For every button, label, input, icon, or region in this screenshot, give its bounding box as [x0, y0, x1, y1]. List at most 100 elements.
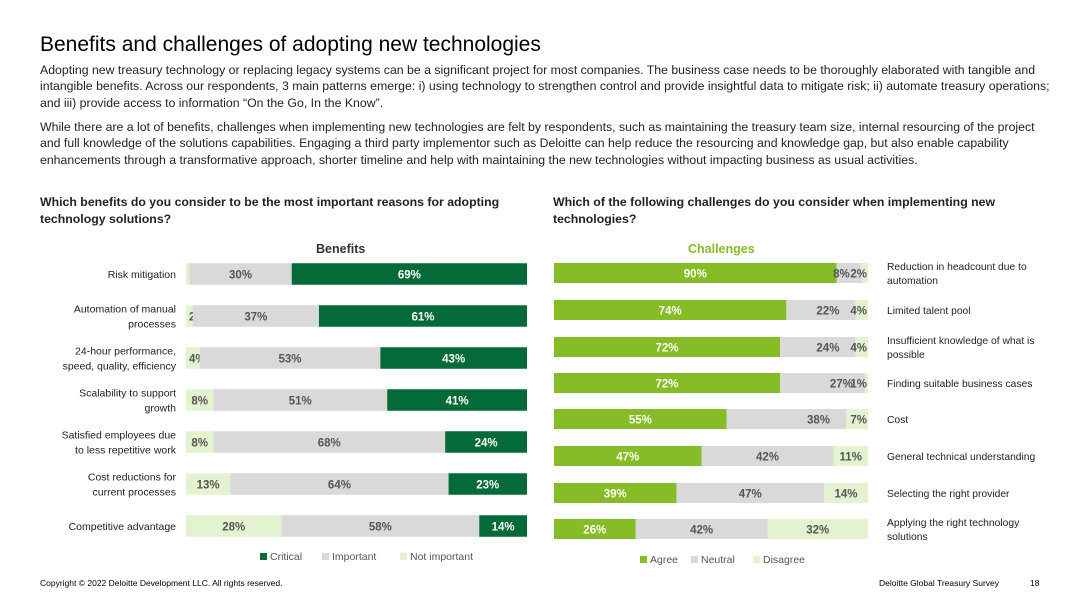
survey-name: Deloitte Global Treasury Survey [879, 578, 999, 588]
challenge-data-label: 4% [850, 306, 867, 318]
benefit-category-label: growth [144, 403, 176, 415]
benefit-bar-segment [192, 305, 319, 327]
challenges-paragraph: While there are a lot of benefits, chall… [40, 120, 1035, 167]
benefit-category-label: Risk mitigation [108, 269, 176, 281]
challenge-data-label: 7% [850, 415, 867, 427]
benefit-bar-segment [189, 263, 292, 285]
challenge-data-label: 90% [684, 269, 707, 281]
benefit-bar-segment [479, 515, 527, 537]
benefit-category-label: processes [128, 319, 176, 331]
benefit-bar-segment [186, 347, 200, 369]
challenge-data-label: 1% [850, 379, 867, 391]
benefit-category-label: Competitive advantage [69, 521, 177, 533]
benefit-category-label: Automation of manual [74, 304, 176, 316]
challenge-data-label: 11% [840, 452, 862, 464]
challenge-bar-segment [780, 373, 865, 393]
challenge-bar-segment [635, 519, 768, 539]
benefit-bar-segment [186, 431, 214, 453]
challenge-bar-segment [864, 373, 868, 393]
benefits-chart-title: Benefits [316, 242, 366, 256]
benefit-data-label: 64% [328, 480, 351, 492]
benefit-bar-segment [445, 431, 527, 453]
challenge-bar-segment [855, 337, 868, 357]
challenge-data-label: 42% [756, 452, 779, 464]
challenge-data-label: 4% [850, 343, 867, 355]
benefit-data-label: 51% [289, 396, 312, 408]
benefit-data-label: 43% [442, 354, 465, 366]
challenge-data-label: 72% [656, 379, 679, 391]
challenge-data-label: 32% [806, 525, 829, 537]
challenge-bar-segment [554, 483, 677, 503]
challenge-bar-segment [846, 409, 868, 429]
challenge-category-label: Selecting the right provider [887, 489, 1010, 500]
benefit-bar-segment [281, 515, 480, 537]
benefit-data-label: 61% [411, 312, 434, 324]
challenge-category-label: Reduction in headcount due to [887, 262, 1027, 273]
benefit-legend-label: Critical [270, 551, 302, 563]
benefit-data-label: 30% [229, 270, 252, 282]
challenge-bar-segment [554, 446, 702, 466]
benefit-bar-segment [186, 263, 190, 285]
benefit-bar-segment [387, 389, 527, 411]
benefit-category-label: Scalability to support [79, 388, 176, 400]
challenge-bar-segment [554, 337, 781, 357]
challenge-bar-segment [554, 373, 781, 393]
challenge-data-label: 8% [833, 269, 850, 281]
benefit-data-label: 28% [222, 522, 245, 534]
challenge-legend-swatch [691, 556, 698, 563]
challenge-category-label: Limited talent pool [887, 306, 971, 317]
benefit-category-label: Cost reductions for [88, 472, 177, 484]
page-title: Benefits and challenges of adopting new … [40, 33, 541, 56]
challenge-category-label: Applying the right technology [887, 518, 1020, 529]
challenge-bar-segment [767, 519, 868, 539]
page-number: 18 [1030, 578, 1040, 588]
benefit-category-label: to less repetitive work [75, 445, 177, 457]
benefit-bar-segment [199, 347, 381, 369]
challenge-bar-segment [701, 446, 834, 466]
challenge-data-label: 74% [659, 306, 682, 318]
benefit-category-label: speed, quality, efficiency [63, 361, 177, 373]
challenge-bar-segment [554, 263, 837, 283]
challenge-data-label: 24% [816, 343, 839, 355]
benefit-data-label: 14% [492, 522, 515, 534]
challenge-category-label: possible [887, 350, 925, 361]
benefit-category-label: current processes [93, 487, 176, 499]
challenge-legend-swatch [753, 556, 760, 563]
challenge-data-label: 47% [616, 452, 639, 464]
benefit-category-label: Satisfied employees due [62, 430, 177, 442]
benefit-data-label: 41% [446, 396, 469, 408]
benefit-bar-segment [230, 473, 449, 495]
benefit-data-label: 53% [278, 354, 301, 366]
benefit-bar-segment [380, 347, 527, 369]
benefit-bar-segment [213, 431, 446, 453]
benefit-legend-swatch [400, 553, 407, 560]
challenge-legend-label: Disagree [763, 554, 805, 566]
copyright-text: Copyright © 2022 Deloitte Development LL… [40, 578, 283, 588]
benefit-category-label: 24-hour performance, [75, 346, 176, 358]
benefit-bar-segment [186, 389, 214, 411]
challenge-data-label: 14% [835, 489, 858, 501]
challenge-category-label: Finding suitable business cases [887, 379, 1032, 390]
challenge-category-label: Insufficient knowledge of what is [887, 336, 1035, 347]
benefit-legend-label: Important [332, 551, 376, 563]
benefit-legend-swatch [322, 553, 329, 560]
challenge-bar-segment [861, 263, 868, 283]
benefit-bar-segment [318, 305, 527, 327]
challenge-bar-segment [676, 483, 825, 503]
challenge-data-label: 27% [830, 379, 853, 391]
challenge-category-label: solutions [887, 532, 928, 543]
benefit-data-label: 58% [369, 522, 392, 534]
benefit-data-label: 23% [476, 480, 499, 492]
challenge-bar-segment [554, 409, 727, 429]
challenge-data-label: 26% [583, 525, 606, 537]
challenge-data-label: 55% [629, 415, 652, 427]
challenge-category-label: automation [887, 276, 938, 287]
challenge-bar-segment [554, 519, 636, 539]
challenge-bar-segment [780, 337, 856, 357]
benefit-bar-segment [186, 305, 193, 327]
benefit-legend-swatch [260, 553, 267, 560]
benefits-question: Which benefits do you consider to be the… [40, 195, 500, 226]
challenge-bar-segment [786, 300, 856, 320]
challenge-data-label: 42% [690, 525, 713, 537]
